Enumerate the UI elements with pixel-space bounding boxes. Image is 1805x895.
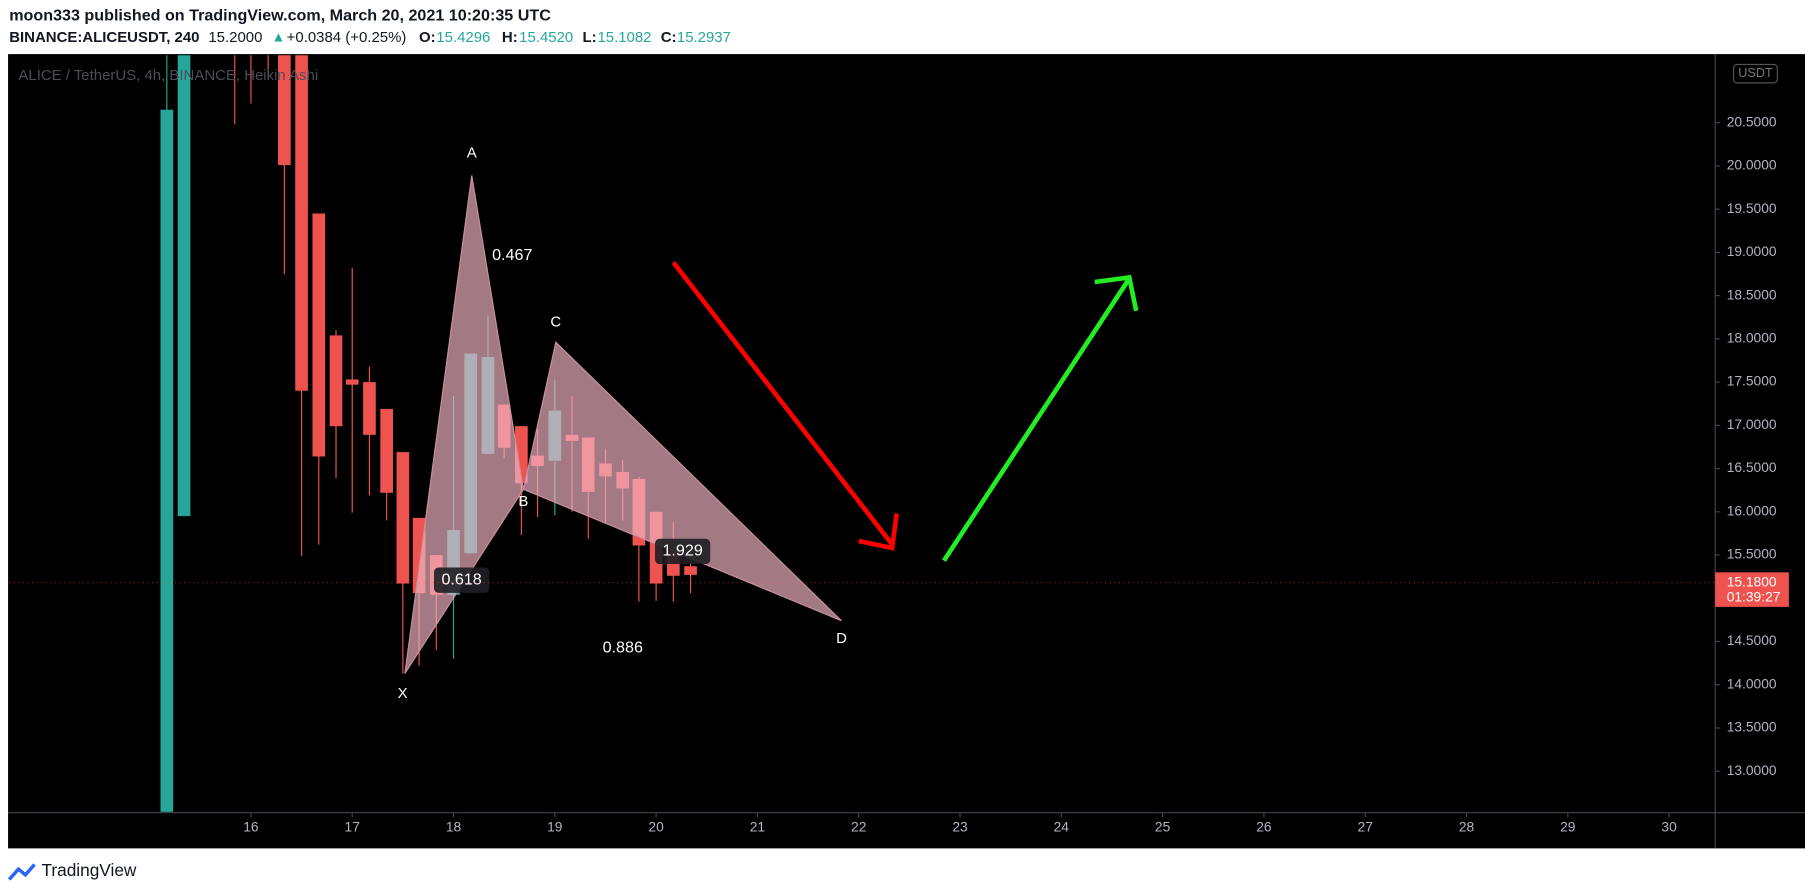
x-tick-label: 24	[1054, 818, 1070, 834]
x-tick-label: 30	[1661, 818, 1677, 834]
candle-body	[684, 566, 697, 575]
x-tick-label: 29	[1560, 818, 1576, 834]
candle-body	[295, 55, 308, 391]
x-tick-label: 17	[345, 818, 360, 834]
price-tag-countdown: 01:39:27	[1727, 588, 1781, 604]
price-tag-label: 15.1800	[1727, 573, 1777, 589]
y-tick-label: 14.5000	[1727, 632, 1777, 648]
x-tick-label: 21	[750, 818, 765, 834]
ratio-label: 1.929	[662, 542, 702, 560]
last-price: 15.2000	[208, 29, 262, 46]
y-tick-label: 17.0000	[1727, 416, 1777, 432]
pattern-point-label: A	[467, 145, 477, 162]
y-tick-label: 18.0000	[1727, 330, 1777, 346]
publisher: moon333 published on TradingView.com, Ma…	[9, 6, 551, 24]
pattern-point-label: D	[836, 630, 847, 647]
down-arrow	[671, 261, 894, 546]
y-tick-label: 16.0000	[1727, 502, 1777, 518]
pattern-point-label: C	[550, 314, 561, 331]
ratio-label: 0.886	[603, 638, 643, 656]
candle-body	[177, 55, 191, 517]
overlay: X A B C D 0.467 0.618 0.886 1.929	[398, 145, 1139, 702]
candle-body	[329, 335, 343, 427]
candle-body	[312, 213, 326, 457]
chart-area	[8, 54, 1805, 849]
x-tick-label: 20	[648, 818, 664, 834]
candle-body	[345, 379, 359, 385]
y-tick-label: 19.0000	[1727, 243, 1777, 259]
y-tick-label: 19.5000	[1727, 200, 1777, 216]
l-value: 15.1082	[597, 29, 651, 46]
candle-body	[160, 109, 174, 812]
y-tick-label: 16.5000	[1727, 459, 1777, 475]
h-key: H:	[502, 29, 518, 46]
up-arrow-head	[1094, 274, 1139, 312]
y-tick-label: 14.0000	[1727, 675, 1777, 691]
pattern-point-label: X	[398, 685, 408, 702]
y-tick-label: 15.5000	[1727, 546, 1777, 562]
logo-icon	[7, 863, 36, 881]
c-value: 15.2937	[677, 29, 731, 46]
symbol: BINANCE:ALICEUSDT, 240	[9, 29, 199, 46]
y-tick-label: 20.0000	[1727, 157, 1777, 173]
price-tag	[1715, 572, 1789, 607]
y-tick-label: 13.0000	[1727, 762, 1777, 778]
chart-title: ALICE / TetherUS, 4h, BINANCE, Heikin As…	[18, 67, 318, 84]
pattern-point-label: B	[518, 493, 528, 510]
o-value: 15.4296	[436, 29, 490, 46]
candle-body	[363, 382, 376, 435]
y-tick-label: 13.5000	[1727, 719, 1777, 735]
x-tick-label: 23	[952, 818, 968, 834]
x-tick-label: 22	[851, 818, 866, 834]
candle-body	[380, 408, 393, 493]
ratio-box	[433, 567, 490, 593]
ratio-box	[655, 538, 711, 565]
x-tick-label: 18	[446, 818, 462, 834]
y-tick-label: 20.5000	[1727, 113, 1777, 129]
x-tick-label: 19	[547, 818, 563, 834]
currency-box	[1733, 63, 1778, 84]
candle-body	[396, 452, 410, 584]
brand: TradingView	[41, 860, 136, 880]
l-key: L:	[582, 29, 596, 46]
currency: USDT	[1738, 66, 1773, 80]
o-key: O:	[419, 29, 436, 46]
down-arrow-head	[858, 513, 900, 551]
candle-body	[278, 55, 291, 166]
x-tick-label: 28	[1459, 818, 1475, 834]
logo: TradingView	[7, 860, 137, 881]
ratio-label: 0.467	[492, 246, 532, 264]
c-key: C:	[661, 29, 677, 46]
change: +0.0384 (+0.25%)	[287, 29, 407, 46]
h-value: 15.4520	[519, 29, 573, 46]
x-tick-label: 16	[243, 818, 259, 834]
y-tick-label: 18.5000	[1727, 286, 1777, 302]
ratio-label: 0.618	[441, 570, 481, 588]
x-tick-label: 27	[1358, 818, 1373, 834]
x-tick-label: 25	[1155, 818, 1171, 834]
y-tick-label: 17.5000	[1727, 373, 1777, 389]
up-arrow	[942, 277, 1132, 562]
x-tick-label: 26	[1256, 818, 1272, 834]
change-arrow: ▲	[272, 29, 286, 45]
